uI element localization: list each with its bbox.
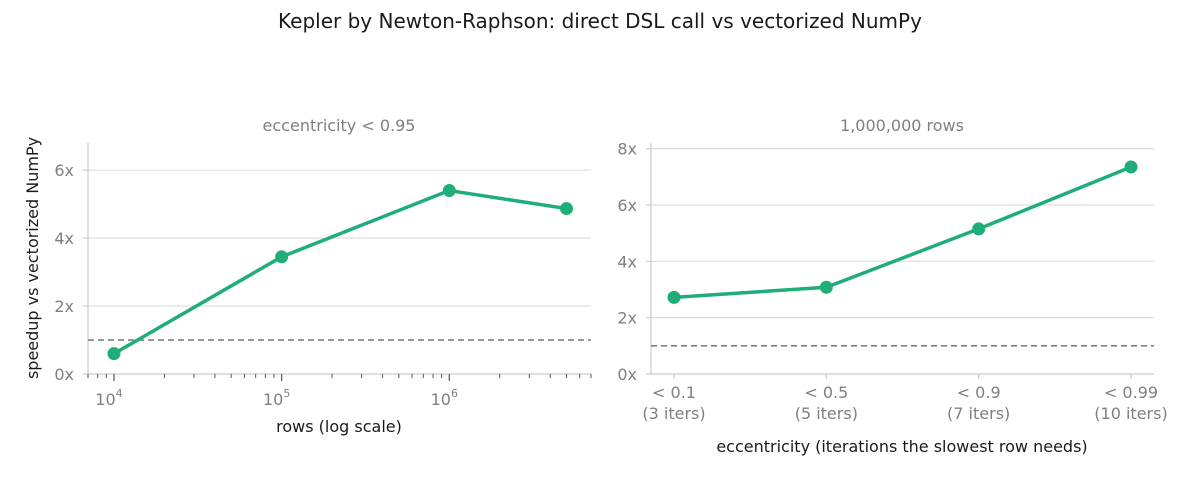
right-panel-subtitle: 1,000,000 rows xyxy=(840,116,964,135)
right-y-tick-label: 8x xyxy=(617,140,637,159)
right-speedup-line xyxy=(673,165,1132,300)
left-x-tick-label: 105 xyxy=(263,387,290,409)
left-y-axis-label: speedup vs vectorized NumPy xyxy=(23,137,42,379)
panel-eccentricity: 1,000,000 rows eccentricity (iterations … xyxy=(617,116,1167,456)
right-y-tick-label: 6x xyxy=(617,196,637,215)
right-x-axis-label: eccentricity (iterations the slowest row… xyxy=(716,437,1087,456)
right-x-tick-label: < 0.9 xyxy=(957,383,1001,402)
left-x-tick-base: 10 xyxy=(431,390,451,409)
right-data-point xyxy=(972,222,986,236)
left-data-point xyxy=(559,202,573,216)
left-x-tick-exponent: 6 xyxy=(451,387,458,400)
right-y-tick-label: 0x xyxy=(617,365,637,384)
left-panel-subtitle: eccentricity < 0.95 xyxy=(263,116,416,135)
left-x-tick-label: 104 xyxy=(95,387,122,409)
left-x-tick-base: 10 xyxy=(263,390,283,409)
left-x-tick-base: 10 xyxy=(95,390,115,409)
right-x-tick-label: (3 iters) xyxy=(642,404,705,423)
left-speedup-line xyxy=(113,188,567,356)
right-data-point xyxy=(1124,160,1138,174)
right-x-tick-label: (7 iters) xyxy=(947,404,1010,423)
left-data-point xyxy=(442,184,456,198)
left-y-tick-label: 4x xyxy=(54,229,74,248)
left-x-tick-exponent: 4 xyxy=(116,387,123,400)
right-x-tick-label: < 0.99 xyxy=(1104,383,1158,402)
left-data-point xyxy=(275,250,289,264)
left-y-tick-label: 6x xyxy=(54,161,74,180)
figure-title: Kepler by Newton-Raphson: direct DSL cal… xyxy=(278,9,922,33)
right-x-tick-label: < 0.1 xyxy=(652,383,696,402)
right-data-point xyxy=(667,290,681,304)
left-x-tick-label: 106 xyxy=(431,387,458,409)
left-x-tick-exponent: 5 xyxy=(283,387,290,400)
left-y-tick-label: 2x xyxy=(54,297,74,316)
right-x-tick-label: (10 iters) xyxy=(1094,404,1167,423)
right-y-tick-label: 2x xyxy=(617,309,637,328)
right-x-tick-label: < 0.5 xyxy=(804,383,848,402)
left-y-tick-label: 0x xyxy=(54,365,74,384)
panel-rows: eccentricity < 0.95 rows (log scale) spe… xyxy=(23,116,592,436)
left-x-axis-label: rows (log scale) xyxy=(276,417,402,436)
right-x-tick-label: (5 iters) xyxy=(795,404,858,423)
right-y-tick-label: 4x xyxy=(617,252,637,271)
right-data-point xyxy=(819,280,833,294)
left-data-point xyxy=(107,347,121,361)
